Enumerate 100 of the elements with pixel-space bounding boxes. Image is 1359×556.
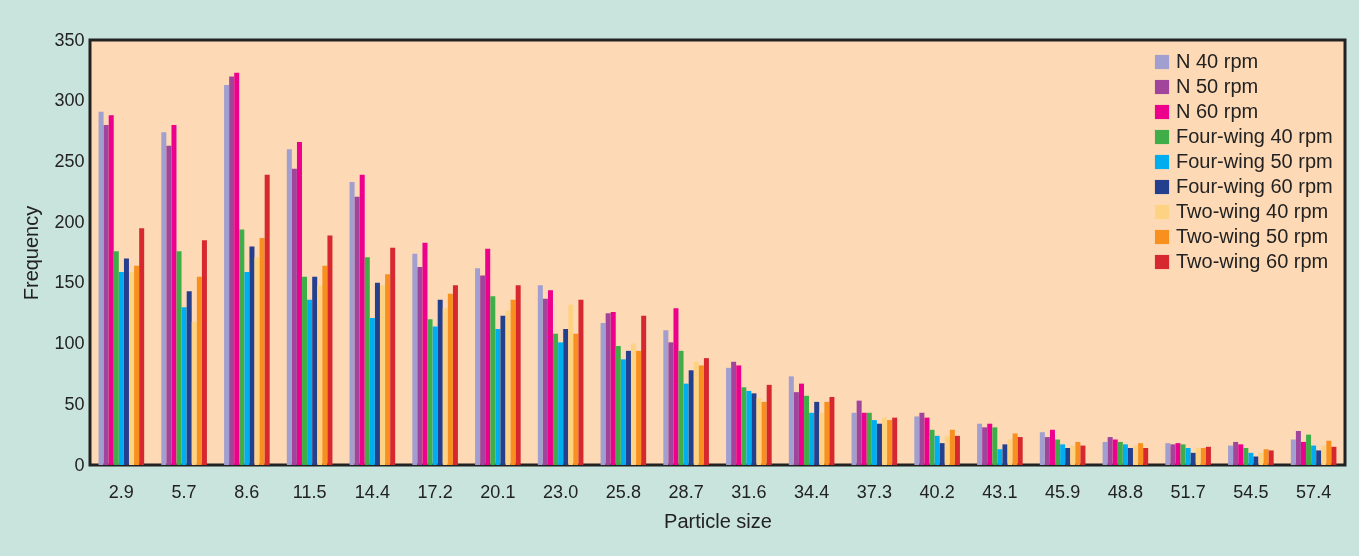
bar: [1060, 444, 1066, 465]
bar: [322, 265, 328, 465]
y-axis-title: Frequency: [20, 205, 43, 301]
bar: [98, 111, 104, 465]
bar: [181, 307, 187, 465]
x-tick-label: 57.4: [1296, 481, 1332, 502]
bar: [417, 267, 423, 465]
bar: [726, 367, 732, 465]
bar: [997, 449, 1003, 465]
legend-label: Two-wing 50 rpm: [1176, 225, 1329, 247]
bar: [578, 299, 584, 465]
bar: [244, 271, 250, 465]
bar: [1044, 437, 1050, 465]
bar: [1070, 445, 1076, 465]
bar: [447, 293, 453, 465]
bar: [736, 365, 742, 465]
legend-label: N 60 rpm: [1176, 100, 1259, 122]
bar: [495, 329, 501, 465]
bar: [1143, 448, 1149, 465]
bar: [1133, 445, 1139, 465]
bar: [108, 115, 114, 465]
bar: [703, 358, 709, 465]
bar: [939, 443, 945, 465]
bar: [1075, 441, 1081, 465]
bar: [1228, 445, 1234, 465]
legend-label: Four-wing 60 rpm: [1176, 175, 1333, 197]
bar: [422, 242, 428, 465]
bar: [176, 251, 182, 465]
legend-label: Four-wing 50 rpm: [1176, 150, 1333, 172]
bar: [1138, 443, 1144, 465]
x-tick-label: 40.2: [919, 481, 955, 502]
x-tick-label: 48.8: [1107, 481, 1143, 502]
bar: [751, 393, 757, 465]
bar: [191, 321, 197, 465]
bar: [641, 315, 647, 465]
bar: [558, 342, 564, 465]
bar: [161, 132, 167, 465]
x-tick-label: 37.3: [856, 481, 892, 502]
legend-label: Four-wing 40 rpm: [1176, 125, 1333, 147]
y-tick-label: 350: [54, 29, 85, 50]
bar: [1233, 441, 1239, 465]
bar: [746, 390, 752, 465]
bar: [1268, 450, 1274, 465]
bar: [809, 412, 815, 465]
bar: [882, 417, 888, 465]
bar: [312, 276, 318, 465]
bar: [171, 125, 177, 465]
bar: [568, 304, 574, 465]
bar: [876, 423, 882, 465]
bar: [668, 342, 674, 465]
bar: [731, 361, 737, 465]
x-tick-label: 54.5: [1233, 481, 1269, 502]
bar: [374, 282, 380, 465]
bar: [1200, 448, 1206, 465]
bar: [166, 145, 172, 465]
bar: [934, 435, 940, 465]
bar: [741, 387, 747, 465]
bar: [856, 400, 862, 465]
bar: [186, 291, 192, 465]
bar: [542, 298, 548, 465]
bar: [412, 253, 418, 465]
bar: [636, 350, 642, 465]
bar: [134, 265, 140, 465]
bar: [118, 271, 124, 465]
bar: [698, 365, 704, 465]
x-tick-label: 23.0: [543, 481, 579, 502]
bar: [123, 258, 129, 465]
legend-label: Two-wing 40 rpm: [1176, 200, 1329, 222]
x-tick-label: 11.5: [292, 481, 327, 502]
bar: [1170, 444, 1176, 465]
bar: [761, 401, 767, 465]
bar: [625, 350, 631, 465]
bar: [1185, 448, 1191, 465]
x-tick-label: 45.9: [1045, 481, 1081, 502]
x-tick-label: 25.8: [605, 481, 641, 502]
bar: [1263, 449, 1269, 465]
bar: [1007, 439, 1013, 465]
y-tick-label: 200: [54, 211, 85, 232]
bar: [1175, 443, 1181, 465]
bar: [1017, 437, 1023, 465]
bar: [452, 285, 458, 465]
bar: [390, 247, 396, 465]
bar: [500, 315, 506, 465]
bar: [914, 416, 920, 465]
y-tick-label: 100: [54, 333, 85, 354]
bar: [505, 310, 511, 465]
bar: [924, 417, 930, 465]
x-tick-label: 43.1: [982, 481, 1018, 502]
bar: [307, 299, 313, 465]
bar: [1316, 450, 1322, 465]
bar: [1238, 444, 1244, 465]
bar: [317, 285, 323, 465]
bar: [824, 401, 830, 465]
bar: [1190, 452, 1196, 465]
bar: [296, 142, 302, 465]
bar: [954, 435, 960, 465]
bar: [798, 383, 804, 465]
bar: [113, 251, 119, 465]
bar: [239, 229, 245, 465]
x-tick-label: 20.1: [480, 481, 516, 502]
